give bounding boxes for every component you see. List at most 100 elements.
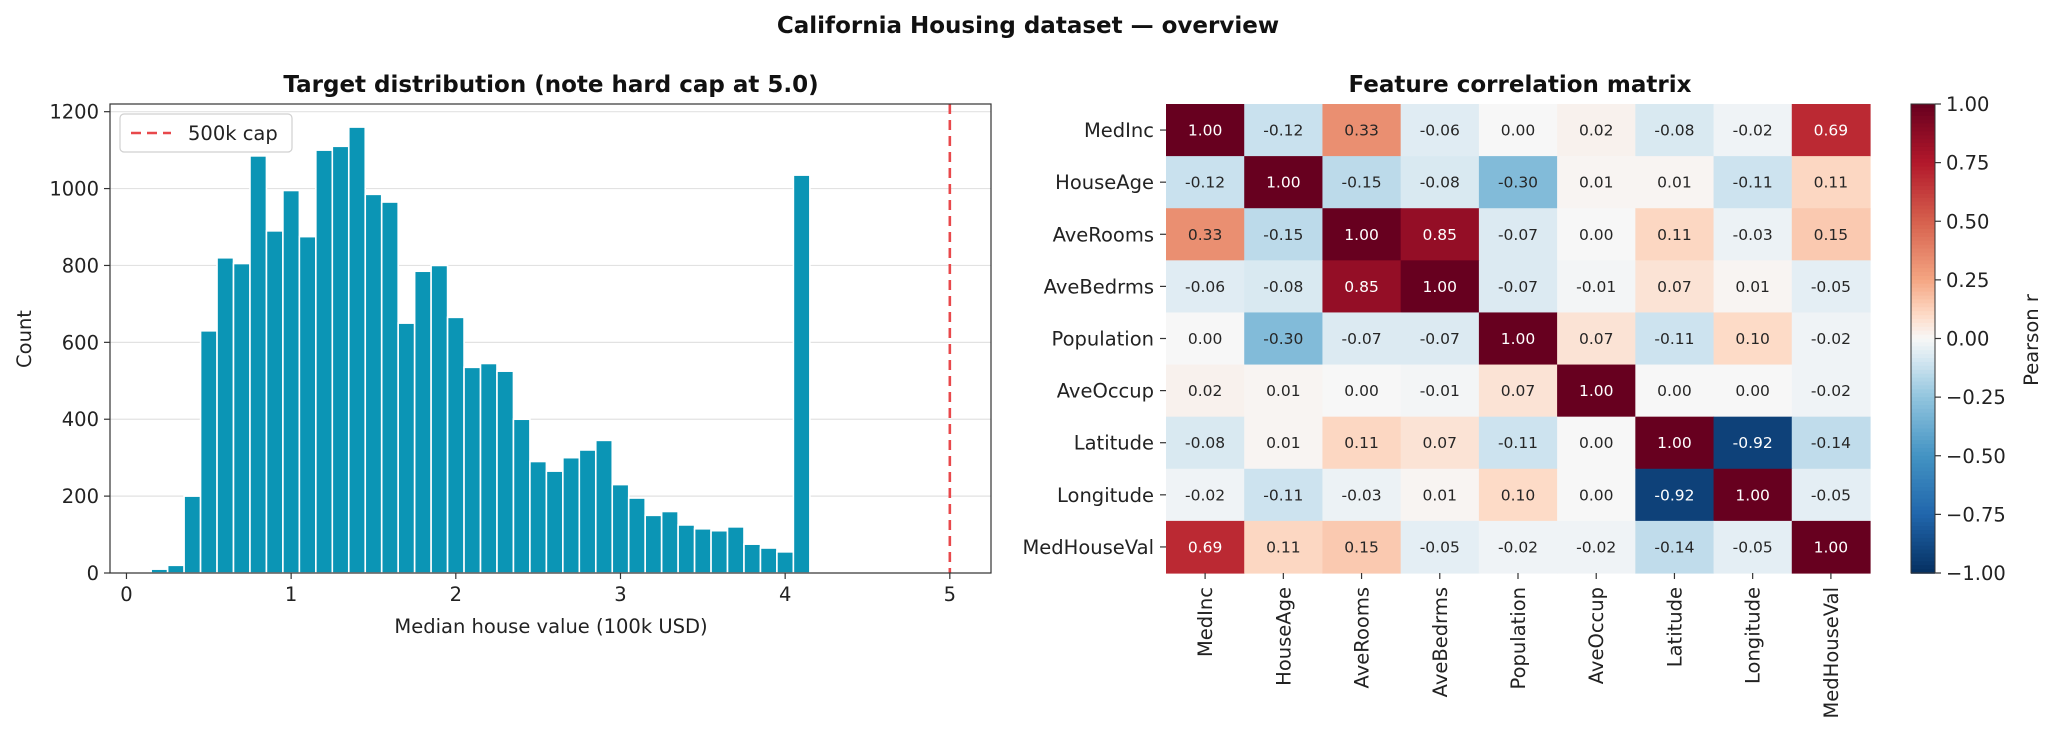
heatmap-cell-value: -0.08 (1654, 122, 1694, 140)
heatmap-cell-value: 1.00 (1423, 278, 1458, 296)
colorbar-strip (1911, 131, 1935, 137)
heatmap-cell (1244, 208, 1324, 261)
colorbar-strip (1911, 385, 1935, 391)
heatmap-cell (1322, 156, 1402, 209)
column-label: AveOccup (1585, 587, 1608, 684)
heatmap-cell (1322, 468, 1402, 522)
heatmap-cell-value: 1.00 (1188, 122, 1223, 140)
row-label: AveRooms (1053, 223, 1154, 246)
colorbar-strip (1911, 139, 1935, 144)
colorbar-strip (1911, 354, 1935, 359)
histogram-legend: 500k cap (119, 113, 293, 153)
heatmap-cell-value: 0.07 (1501, 382, 1536, 400)
colorbar-strip (1911, 119, 1935, 125)
histogram-bar (644, 514, 663, 574)
heatmap-cell-value: -0.07 (1498, 278, 1538, 296)
heatmap-cell (1400, 416, 1480, 470)
column-label: MedHouseVal (1820, 587, 1843, 719)
heatmap-cell (1557, 468, 1636, 522)
row-label: AveBedrms (1044, 275, 1154, 298)
heatmap-cell (1400, 156, 1480, 209)
colorbar-strip (1911, 365, 1935, 371)
row-label: HouseAge (1055, 171, 1154, 194)
heatmap-cell (1322, 208, 1402, 261)
heatmap-cell-value: -0.11 (1733, 174, 1773, 192)
heatmap-cell (1244, 260, 1324, 314)
histogram-bar (496, 370, 515, 574)
heatmap-cell-value: 0.33 (1344, 122, 1379, 140)
heatmap-cell-value: -0.11 (1498, 434, 1538, 452)
histogram-bar (792, 174, 811, 574)
histogram-bars (150, 126, 811, 574)
histogram-bar (463, 366, 482, 574)
legend-box (119, 113, 293, 153)
heatmap-cell-value: -0.07 (1498, 226, 1538, 244)
row-label: Longitude (1057, 484, 1154, 507)
heatmap-cell (1713, 520, 1793, 574)
histogram-bar (380, 201, 399, 574)
histogram-bar (298, 235, 317, 574)
colorbar-strip (1911, 209, 1935, 215)
heatmap-cell (1635, 364, 1715, 418)
heatmap-cell (1244, 468, 1324, 522)
histogram-bar (232, 262, 251, 574)
colorbar-strip (1911, 322, 1935, 328)
x-tick-label: 3 (614, 583, 626, 606)
heatmap-cell-value: 0.11 (1344, 434, 1379, 452)
colorbar-strip (1911, 248, 1935, 254)
colorbar-strip (1911, 178, 1935, 183)
heatmap-cell (1322, 312, 1402, 366)
colorbar-strip (1911, 236, 1935, 242)
histogram-title: Target distribution (note hard cap at 5.… (283, 72, 818, 98)
heatmap-cell-value: 0.85 (1423, 226, 1458, 244)
colorbar-strip (1911, 358, 1935, 363)
colorbar-strip (1911, 229, 1935, 234)
colorbar-strip (1911, 186, 1935, 191)
colorbar-tick-label: −0.50 (1946, 445, 2006, 468)
colorbar-strip (1911, 205, 1935, 211)
heatmap-cell-value: 0.10 (1501, 486, 1536, 504)
histogram-bar (265, 230, 284, 574)
colorbar-strip (1911, 127, 1935, 133)
colorbar-strip (1911, 444, 1935, 449)
heatmap-cell-value: -0.03 (1733, 226, 1773, 244)
heatmap-cell-value: 1.00 (1814, 538, 1849, 556)
colorbar-strip (1911, 154, 1935, 160)
colorbar-strip (1911, 483, 1935, 488)
colorbar-strip (1911, 451, 1935, 457)
heatmap-cell (1166, 104, 1245, 157)
heatmap-cell (1322, 104, 1402, 157)
heatmap-cell-value: 0.11 (1657, 226, 1692, 244)
heatmap-cell-value: 0.00 (1579, 486, 1614, 504)
colorbar-strip (1911, 334, 1935, 340)
colorbar-strip (1911, 428, 1935, 434)
heatmap-cell (1478, 416, 1558, 470)
colorbar-strip (1911, 197, 1935, 203)
colorbar-strip (1911, 158, 1935, 164)
heatmap-cell (1400, 208, 1480, 261)
heatmap-cell-value: -0.12 (1185, 174, 1225, 192)
heatmap-cell (1635, 468, 1715, 522)
histogram-x-label: Median house value (100k USD) (394, 615, 707, 638)
heatmap-cell (1166, 156, 1245, 209)
heatmap-cell-value: -0.14 (1654, 538, 1694, 556)
colorbar-tick-label: −0.75 (1946, 503, 2006, 526)
y-tick-label: 200 (62, 485, 99, 508)
histogram-bar (347, 126, 367, 574)
heatmap-cell-value: 0.02 (1579, 122, 1614, 140)
colorbar-strip (1911, 502, 1935, 508)
colorbar-strip (1911, 342, 1935, 348)
colorbar-tick-label: −1.00 (1946, 562, 2006, 585)
heatmap-cell (1244, 312, 1324, 366)
heatmap-cell-value: 0.01 (1266, 434, 1301, 452)
heatmap-cell-value: 1.00 (1266, 174, 1301, 192)
colorbar-strip (1911, 217, 1935, 223)
heatmap-cell-value: -0.92 (1654, 486, 1694, 504)
heatmap-cell (1713, 156, 1793, 209)
colorbar-strip (1911, 303, 1935, 309)
colorbar: 1.00 0.75 0.50 0.25 0.00 −0.25 −0.50 −0.75 −1.00… (1910, 93, 2043, 585)
heatmap-cell (1166, 520, 1245, 574)
colorbar-strip (1911, 440, 1935, 445)
histogram-bar (282, 189, 301, 574)
row-label: MedHouseVal (1022, 536, 1154, 559)
